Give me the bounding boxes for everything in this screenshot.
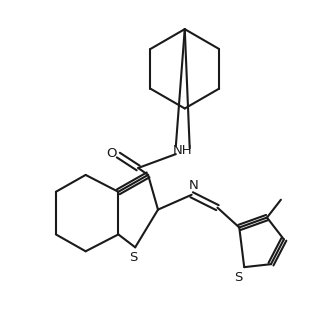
Text: O: O [106, 147, 117, 160]
Text: S: S [234, 271, 242, 284]
Text: S: S [129, 251, 138, 264]
Text: NH: NH [173, 144, 192, 157]
Text: N: N [189, 179, 198, 192]
